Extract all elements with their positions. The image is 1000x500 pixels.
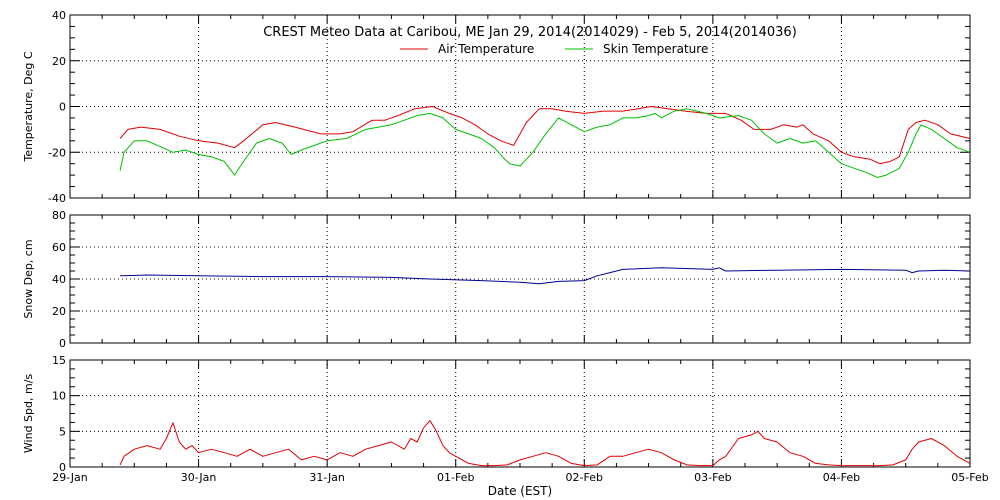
legend-label: Skin Temperature [603,42,708,56]
series-line-1-2 [119,108,971,178]
series-line-1-1 [119,106,971,165]
y-tick-label: 0 [59,101,66,114]
x-tick-label: 01-Feb [437,471,474,484]
x-tick-label: 31-Jan [309,471,345,484]
y-axis-label: Snow Dep, cm [22,239,35,318]
x-tick-label: 03-Feb [694,471,731,484]
y-tick-label: 5 [59,425,66,438]
x-tick-label: 29-Jan [52,471,88,484]
panel-1: -40 -20 0 20 40 Temperature, Deg C [22,9,971,205]
y-axis-label: Temperature, Deg C [22,51,35,162]
y-tick-label: 20 [52,305,66,318]
legend-label: Air Temperature [438,42,534,56]
legend: Air Temperature Skin Temperature [400,42,708,56]
x-tick-label: 02-Feb [566,471,603,484]
y-tick-label: 80 [52,209,66,222]
y-tick-label: 10 [52,390,66,403]
x-axis-label: Date (EST) [488,484,552,498]
plot-frame [69,214,971,344]
chart-title: CREST Meteo Data at Caribou, ME Jan 29, … [263,25,797,40]
panel-3: 0 5 10 15 Wind Spd, m/s [22,354,971,474]
series-line-2-1 [120,267,971,285]
y-tick-label: 40 [52,273,66,286]
y-tick-label: 20 [52,55,66,68]
panel-2: 0 20 40 60 80 Snow Dep, cm [22,209,971,350]
y-axis-label: Wind Spd, m/s [22,374,35,454]
chart-panels: -40 -20 0 20 40 Temperature, Deg C 0 20 40 60 80 Sn… [22,9,971,474]
x-tick-label: 04-Feb [823,471,860,484]
y-tick-label: 40 [52,9,66,22]
plot-frame [69,14,971,199]
x-tick-labels: 29-Jan 30-Jan 31-Jan 01-Feb 02-Feb 03-Feb 04-F… [52,471,989,484]
x-tick-label: 30-Jan [181,471,217,484]
y-tick-label: 0 [59,337,66,350]
plot-frame [69,359,971,468]
y-tick-label: 0 [59,461,66,474]
x-tick-label: 05-Feb [951,471,988,484]
y-tick-label: 60 [52,241,66,254]
series-line-3-1 [119,420,971,467]
y-tick-label: 15 [52,354,66,367]
y-tick-label: -40 [48,192,66,205]
y-tick-label: -20 [48,146,66,159]
